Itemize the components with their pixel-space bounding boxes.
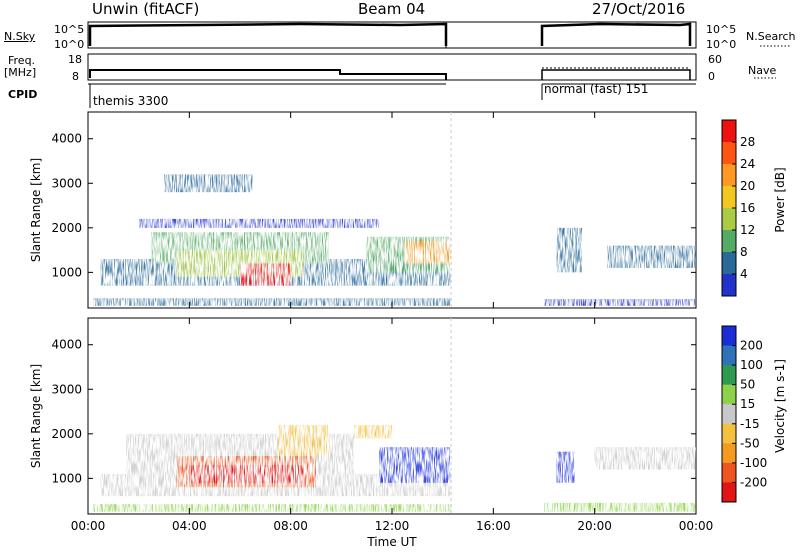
colorbar-segment	[722, 443, 736, 464]
colorbar-segment	[722, 482, 736, 503]
nave-label: Nave	[748, 64, 777, 77]
cpid-left-value: themis 3300	[93, 94, 169, 108]
colorbar-tick-label: 12	[740, 223, 755, 237]
freq-strip-frame	[87, 53, 697, 81]
echo-region	[379, 447, 451, 483]
colorbar-segment	[722, 423, 736, 444]
echo-region	[164, 174, 253, 193]
nsearch-label: N.Search	[746, 30, 796, 43]
freq-unit-label: [MHz]	[4, 66, 37, 79]
echo-region	[544, 502, 696, 512]
y-axis-label: Slant Range [km]	[29, 158, 43, 262]
x-tick-label: 00:00	[679, 519, 714, 533]
colorbar-segment	[722, 120, 736, 143]
echo-region	[138, 218, 380, 228]
y-tick-label: 4000	[51, 338, 82, 352]
echo-region	[594, 447, 696, 470]
colorbar-segment	[722, 384, 736, 405]
x-axis-label: Time UT	[366, 535, 417, 549]
colorbar-tick-label: 50	[740, 378, 755, 392]
colorbar-tick-label: -200	[740, 475, 767, 489]
echo-region	[93, 298, 451, 306]
nsearch-tick-top: 10^5	[706, 23, 737, 36]
cpid-label: CPID	[8, 88, 38, 101]
colorbar-tick-label: 8	[740, 245, 748, 259]
colorbar-segment	[722, 164, 736, 187]
colorbar-segment	[722, 404, 736, 425]
colorbar-tick-label: 16	[740, 201, 755, 215]
nsky-trace	[88, 22, 692, 48]
colorbar-tick-label: 4	[740, 267, 748, 281]
echo-region	[189, 465, 304, 483]
cpid-right-value: normal (fast) 151	[544, 82, 649, 96]
velocity-echoes	[93, 424, 696, 512]
freq-trace	[89, 69, 691, 80]
echo-region	[93, 504, 451, 512]
freq-tick-bottom: 8	[72, 70, 79, 83]
power-echoes	[93, 174, 696, 306]
nsky-strip-frame	[87, 21, 697, 49]
date-title: 27/Oct/2016	[592, 0, 686, 18]
y-tick-label: 1000	[51, 265, 82, 279]
echo-region	[354, 424, 392, 439]
power-panel	[87, 111, 697, 309]
y-axis-label: Slant Range [km]	[29, 364, 43, 468]
colorbar-tick-label: -100	[740, 456, 767, 470]
echo-region	[278, 424, 329, 457]
colorbar-label: Power [dB]	[773, 167, 787, 232]
echo-region	[607, 245, 696, 268]
y-tick-label: 2000	[51, 221, 82, 235]
colorbar-segment	[722, 230, 736, 253]
colorbar-frame	[721, 325, 737, 503]
colorbar-label: Velocity [m s-1]	[773, 359, 787, 453]
nsky-label: N.Sky	[4, 30, 36, 43]
colorbar-segment	[722, 345, 736, 366]
x-tick-label: 00:00	[71, 519, 106, 533]
colorbar-tick-label: -15	[740, 417, 760, 431]
colorbar-segment	[722, 326, 736, 347]
velocity-panel	[87, 317, 697, 515]
colorbar-segment	[722, 142, 736, 165]
echo-region	[556, 451, 575, 483]
y-tick-label: 3000	[51, 176, 82, 190]
echo-region	[404, 241, 451, 264]
nsky-tick-bottom: 10^0	[54, 38, 85, 51]
y-tick-label: 2000	[51, 427, 82, 441]
nsearch-tick-bottom: 10^0	[706, 38, 737, 51]
colorbar-segment	[722, 365, 736, 386]
freq-label: Freq.	[8, 54, 36, 67]
y-tick-label: 3000	[51, 382, 82, 396]
colorbar-tick-label: 200	[740, 339, 763, 353]
x-tick-label: 12:00	[375, 519, 410, 533]
x-tick-label: 08:00	[273, 519, 308, 533]
colorbar-tick-label: 28	[740, 135, 755, 149]
colorbar-segment	[722, 274, 736, 297]
colorbar-tick-label: -50	[740, 436, 760, 450]
colorbar-tick-label: 20	[740, 179, 755, 193]
beam-title: Beam 04	[358, 0, 426, 18]
colorbar-segment	[722, 462, 736, 483]
y-tick-label: 4000	[51, 132, 82, 146]
colorbar-segment	[722, 186, 736, 209]
station-title: Unwin (fitACF)	[92, 0, 200, 18]
freq-tick-top: 18	[68, 53, 82, 66]
colorbar-tick-label: 24	[740, 157, 755, 171]
colorbar-tick-label: 100	[740, 358, 763, 372]
x-tick-label: 20:00	[577, 519, 612, 533]
nsky-tick-top: 10^5	[54, 23, 85, 36]
y-tick-label: 1000	[51, 471, 82, 485]
echo-region	[544, 299, 696, 306]
echo-region	[556, 227, 582, 273]
colorbar-segment	[722, 208, 736, 231]
nave-tick-bottom: 0	[708, 70, 715, 83]
x-tick-label: 04:00	[172, 519, 207, 533]
x-tick-label: 16:00	[476, 519, 511, 533]
nave-tick-top: 60	[708, 53, 722, 66]
echo-region	[240, 263, 291, 286]
colorbar-segment	[722, 252, 736, 275]
colorbar-tick-label: 15	[740, 397, 755, 411]
